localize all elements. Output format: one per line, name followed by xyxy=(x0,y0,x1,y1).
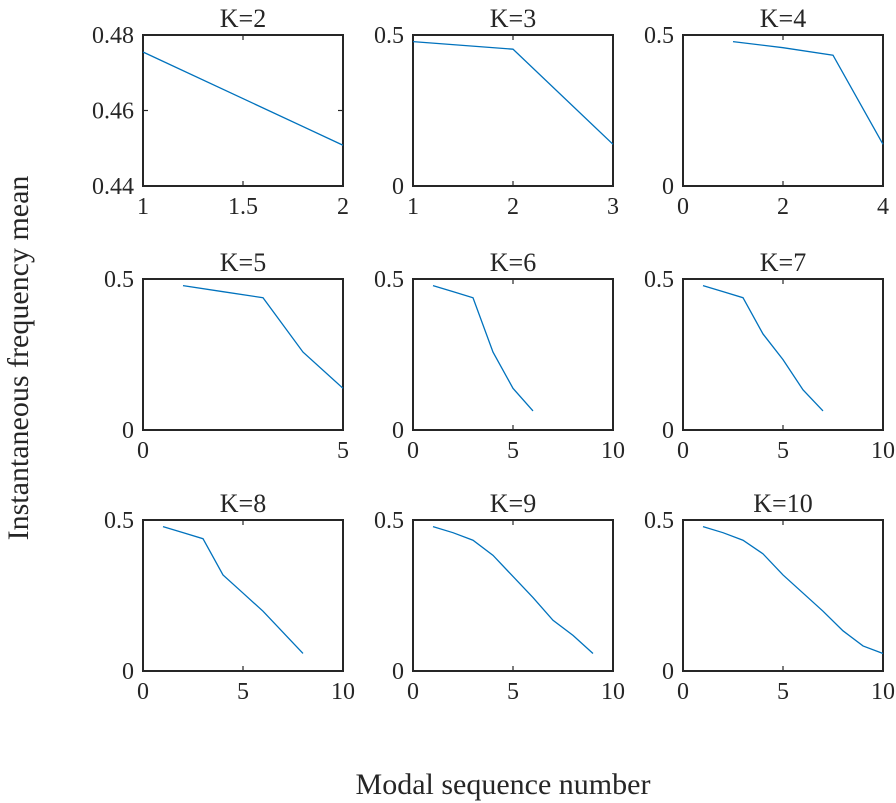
subplot-title: K=6 xyxy=(490,248,536,277)
y-tick-label: 0 xyxy=(662,174,674,200)
x-tick-label: 0 xyxy=(137,679,149,705)
x-tick-label: 0 xyxy=(137,438,149,464)
y-axis-label: Instantaneous frequency mean xyxy=(2,176,35,541)
subplot-title: K=9 xyxy=(490,489,536,518)
plot-frame xyxy=(142,278,344,431)
plot-frame xyxy=(142,34,344,187)
y-tick-label: 0.5 xyxy=(374,23,404,49)
plot-frame xyxy=(412,519,614,672)
subplot-7: K=8 0 5 10 0 0.5 xyxy=(104,489,355,705)
subplot-title: K=3 xyxy=(490,4,536,33)
plot-frame xyxy=(682,278,884,431)
x-tick-label: 5 xyxy=(507,679,519,705)
x-tick-label: 2 xyxy=(337,194,349,220)
y-tick-label: 0.5 xyxy=(104,508,134,534)
plot-frame xyxy=(682,34,884,187)
x-tick-label: 1.5 xyxy=(228,194,258,220)
x-axis-label: Modal sequence number xyxy=(356,768,651,801)
y-tick-label: 0 xyxy=(662,659,674,685)
data-line xyxy=(412,40,614,145)
x-tick-label: 10 xyxy=(871,438,895,464)
subplot-9: K=10 0 5 10 0 0.5 xyxy=(644,489,895,705)
data-line xyxy=(702,526,884,655)
y-tick-label: 0 xyxy=(662,418,674,444)
data-line xyxy=(432,285,534,412)
y-tick-label: 0 xyxy=(392,418,404,444)
x-tick-label: 0 xyxy=(677,438,689,464)
x-tick-label: 3 xyxy=(607,194,619,220)
x-tick-label: 5 xyxy=(507,438,519,464)
subplot-title: K=10 xyxy=(753,489,812,518)
y-tick-label: 0.5 xyxy=(374,267,404,293)
data-line xyxy=(432,526,594,654)
subplot-title: K=8 xyxy=(220,489,266,518)
y-tick-label: 0 xyxy=(122,418,134,444)
x-tick-label: 0 xyxy=(407,438,419,464)
x-tick-label: 10 xyxy=(331,679,355,705)
subplot-title: K=7 xyxy=(760,248,806,277)
plot-frame xyxy=(412,34,614,187)
x-tick-label: 0 xyxy=(677,194,689,220)
subplot-title: K=5 xyxy=(220,248,266,277)
subplot-2: K=3 1 2 3 0 0.5 xyxy=(374,4,619,220)
y-tick-label: 0.5 xyxy=(644,267,674,293)
subplot-5: K=6 0 5 10 0 0.5 xyxy=(374,248,625,464)
x-tick-label: 4 xyxy=(877,194,889,220)
x-tick-label: 1 xyxy=(407,194,419,220)
y-tick-label: 0.48 xyxy=(92,23,134,49)
data-line xyxy=(182,284,344,389)
subplot-4: K=5 0 5 0 0.5 xyxy=(104,248,349,464)
plot-frame xyxy=(682,519,884,672)
x-tick-label: 5 xyxy=(777,679,789,705)
x-tick-label: 10 xyxy=(601,679,625,705)
x-tick-label: 10 xyxy=(601,438,625,464)
x-tick-label: 0 xyxy=(677,679,689,705)
y-tick-label: 0.46 xyxy=(92,99,134,125)
y-tick-label: 0 xyxy=(122,659,134,685)
x-tick-label: 5 xyxy=(337,438,349,464)
plot-frame xyxy=(412,278,614,431)
y-tick-label: 0.5 xyxy=(644,508,674,534)
data-line xyxy=(732,40,884,145)
subplot-8: K=9 0 5 10 0 0.5 xyxy=(374,489,625,705)
x-tick-label: 2 xyxy=(507,194,519,220)
y-tick-label: 0.44 xyxy=(92,174,134,200)
y-tick-label: 0 xyxy=(392,659,404,685)
y-tick-label: 0.5 xyxy=(644,23,674,49)
y-tick-label: 0.5 xyxy=(374,508,404,534)
data-line xyxy=(162,526,304,654)
subplot-title: K=2 xyxy=(220,4,266,33)
subplot-3: K=4 0 2 4 0 0.5 xyxy=(644,4,889,220)
plot-frame xyxy=(142,519,344,672)
subplot-6: K=7 0 5 10 0 0.5 xyxy=(644,248,895,464)
x-tick-label: 5 xyxy=(237,679,249,705)
data-line xyxy=(142,51,344,146)
x-tick-label: 0 xyxy=(407,679,419,705)
x-tick-label: 2 xyxy=(777,194,789,220)
y-tick-label: 0.5 xyxy=(104,267,134,293)
data-line xyxy=(702,285,824,412)
subplot-1: K=2 1 1.5 2 0.44 0.46 0.48 xyxy=(92,4,349,220)
y-tick-label: 0 xyxy=(392,174,404,200)
x-tick-label: 1 xyxy=(137,194,149,220)
x-tick-label: 5 xyxy=(777,438,789,464)
x-tick-label: 10 xyxy=(871,679,895,705)
subplot-title: K=4 xyxy=(760,4,806,33)
subplot-panels: K=2 1 1.5 2 0.44 0.46 0.48 K=3 1 2 3 0 0.5 K=4 0 2 4 0 0.5… xyxy=(92,4,895,705)
